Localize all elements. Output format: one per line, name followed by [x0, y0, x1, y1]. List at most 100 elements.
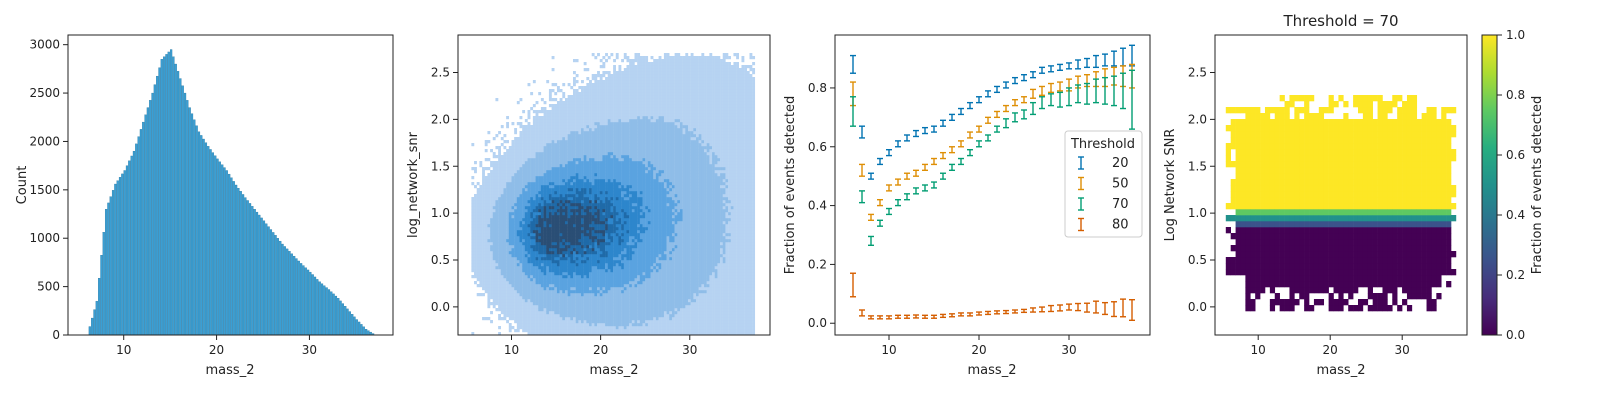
- snr-density-cell: [500, 155, 504, 159]
- snr-density-cell: [476, 254, 480, 258]
- snr-density-cell: [607, 272, 611, 276]
- snr-density-cell: [623, 233, 627, 237]
- snr-density-cell: [551, 191, 555, 195]
- snr-density-cell: [551, 284, 555, 288]
- snr-density-cell: [591, 224, 595, 228]
- snr-density-cell: [637, 317, 641, 321]
- histogram-bar: [258, 214, 261, 336]
- snr-density-cell: [500, 227, 504, 231]
- histogram-bar: [214, 155, 217, 336]
- snr-density-cell: [484, 251, 488, 255]
- snr-density-cell: [637, 323, 641, 327]
- snr-density-cell: [503, 278, 507, 282]
- snr-density-cell: [482, 275, 485, 279]
- snr-density-cell: [634, 113, 638, 117]
- snr-density-cell: [626, 254, 630, 258]
- snr-density-cell: [519, 278, 523, 282]
- snr-density-cell: [631, 242, 635, 246]
- snr-density-cell: [578, 275, 582, 279]
- snr-density-cell: [618, 239, 622, 243]
- snr-density-cell: [554, 191, 558, 195]
- snr-density-cell: [519, 236, 523, 240]
- snr-density-cell: [605, 221, 608, 225]
- snr-density-cell: [543, 281, 547, 285]
- snr-density-cell: [474, 197, 477, 201]
- snr-density-cell: [639, 245, 643, 249]
- snr-density-cell: [634, 248, 638, 252]
- snr-density-cell: [559, 188, 563, 192]
- snr-density-cell: [629, 227, 633, 231]
- snr-density-cell: [562, 104, 566, 108]
- snr-density-cell: [578, 185, 582, 189]
- snr-density-cell: [605, 116, 608, 120]
- snr-density-cell: [639, 104, 643, 108]
- snr-density-cell: [626, 323, 630, 327]
- snr-density-cell: [629, 71, 633, 75]
- snr-density-cell: [623, 290, 627, 294]
- snr-density-cell: [599, 146, 603, 150]
- snr-density-cell: [605, 182, 608, 186]
- snr-density-cell: [562, 191, 566, 195]
- snr-density-cell: [527, 116, 531, 120]
- snr-density-cell: [575, 230, 579, 234]
- snr-density-cell: [538, 311, 542, 315]
- snr-density-cell: [564, 134, 568, 138]
- snr-density-cell: [591, 110, 595, 114]
- snr-density-cell: [540, 173, 544, 177]
- snr-density-cell: [575, 131, 579, 135]
- histogram-bar: [325, 287, 328, 336]
- snr-density-cell: [567, 248, 571, 252]
- snr-density-cell: [556, 230, 560, 234]
- snr-density-cell: [567, 158, 571, 162]
- snr-density-cell: [562, 206, 566, 210]
- snr-density-cell: [559, 326, 563, 330]
- snr-density-cell: [589, 137, 592, 141]
- snr-density-cell: [578, 230, 582, 234]
- snr-density-cell: [637, 167, 641, 171]
- snr-density-cell: [618, 281, 622, 285]
- snr-density-cell: [581, 287, 584, 291]
- snr-density-cell: [618, 305, 622, 309]
- snr-density-cell: [500, 209, 504, 213]
- snr-density-cell: [615, 86, 619, 90]
- snr-density-cell: [538, 317, 542, 321]
- snr-density-cell: [535, 320, 539, 324]
- snr-density-cell: [626, 119, 630, 123]
- snr-density-cell: [471, 245, 475, 249]
- snr-density-cell: [634, 245, 638, 249]
- snr-density-cell: [599, 119, 603, 123]
- snr-density-cell: [642, 161, 646, 165]
- snr-density-cell: [516, 221, 520, 225]
- snr-density-cell: [487, 209, 491, 213]
- snr-density-cell: [532, 128, 536, 132]
- snr-density-cell: [615, 203, 619, 207]
- snr-density-cell: [559, 182, 563, 186]
- snr-density-cell: [615, 83, 619, 87]
- snr-density-cell: [583, 104, 587, 108]
- snr-density-cell: [572, 284, 576, 288]
- snr-density-cell: [570, 326, 574, 330]
- snr-density-cell: [562, 101, 566, 105]
- snr-density-cell: [543, 158, 547, 162]
- snr-density-cell: [581, 290, 584, 294]
- snr-density-cell: [535, 176, 539, 180]
- snr-density-cell: [626, 269, 630, 273]
- snr-density-cell: [554, 308, 558, 312]
- snr-density-cell: [551, 224, 555, 228]
- snr-density-cell: [484, 140, 488, 144]
- snr-density-cell: [626, 74, 630, 78]
- snr-density-cell: [482, 317, 485, 321]
- snr-density-cell: [594, 167, 598, 171]
- histogram-bar: [98, 277, 101, 336]
- snr-density-cell: [599, 311, 603, 315]
- snr-density-cell: [594, 272, 598, 276]
- snr-density-cell: [495, 230, 499, 234]
- snr-density-cell: [570, 263, 574, 267]
- snr-density-cell: [634, 188, 638, 192]
- snr-density-cell: [613, 329, 616, 333]
- snr-density-cell: [538, 329, 542, 333]
- snr-density-cell: [623, 170, 627, 174]
- snr-density-cell: [522, 272, 526, 276]
- snr-density-cell: [564, 314, 568, 318]
- snr-density-cell: [610, 77, 614, 81]
